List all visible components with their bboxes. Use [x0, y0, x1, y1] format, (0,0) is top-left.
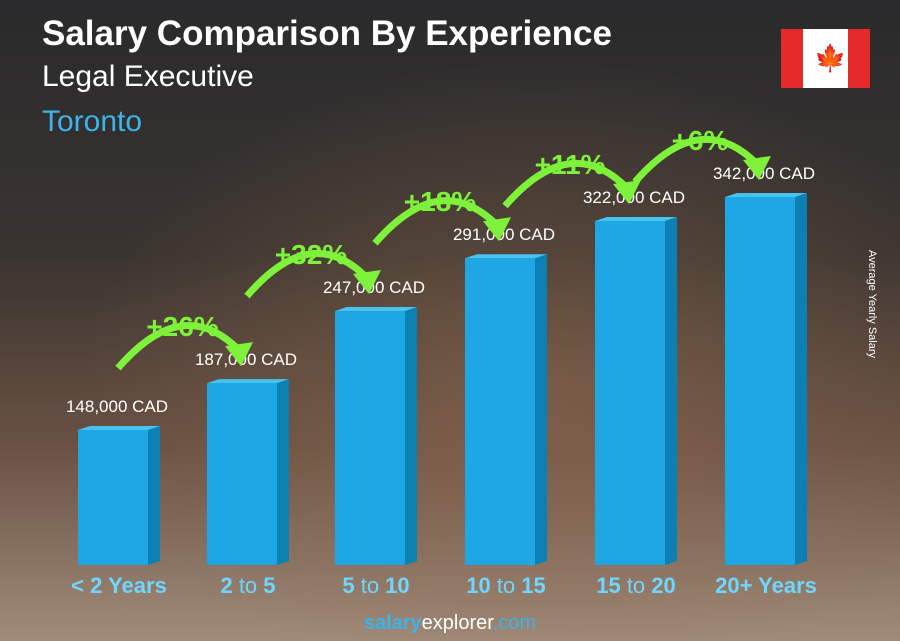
bar-side	[795, 192, 807, 565]
value-label: 322,000 CAD	[583, 188, 685, 207]
increase-arrow	[632, 135, 760, 185]
chart-title: Salary Comparison By Experience	[42, 14, 612, 53]
bar-top	[335, 307, 417, 312]
category-label-part: 2	[220, 573, 232, 598]
value-label: 291,000 CAD	[453, 225, 555, 244]
category-label-part: 10	[385, 573, 409, 598]
bar-side	[277, 379, 289, 565]
city: Toronto	[42, 105, 143, 138]
footer-brand[interactable]: salaryexplorer.com	[0, 612, 900, 635]
category-label: 20+ Years	[715, 573, 817, 598]
bar-side	[535, 254, 547, 566]
increase-label: +6%	[672, 125, 729, 156]
bar	[595, 220, 665, 565]
value-label: 247,000 CAD	[323, 278, 425, 297]
arrow-head-icon	[353, 270, 381, 295]
value-label: 187,000 CAD	[195, 350, 297, 369]
category-label-part: 15	[521, 573, 545, 598]
arrow-head-icon	[225, 342, 253, 367]
brand-salary: salary	[363, 612, 422, 634]
bar-top	[595, 216, 677, 221]
bar-side	[148, 425, 160, 565]
category-label-part: 5	[342, 573, 354, 598]
bar-top	[465, 254, 547, 259]
category-label: 5 to 10	[342, 573, 409, 598]
category-label-part: to	[355, 573, 386, 598]
category-label-part: 10	[466, 573, 490, 598]
increase-arrow	[372, 197, 500, 246]
category-label: 15 to 20	[596, 573, 676, 598]
value-label: 148,000 CAD	[66, 397, 168, 416]
arrow-head-icon	[743, 155, 771, 180]
brand-explorer: explorer	[421, 612, 493, 634]
arrow-head-icon	[613, 179, 641, 204]
category-label-part: to	[233, 573, 264, 598]
bar-side	[665, 216, 677, 565]
bar-top	[78, 425, 160, 430]
bar	[207, 383, 277, 565]
increase-label: +18%	[404, 186, 476, 217]
bar-top	[725, 192, 807, 197]
category-label-part: to	[621, 573, 652, 598]
category-label-part: 20+ Years	[715, 573, 817, 598]
job-title: Legal Executive	[42, 60, 254, 93]
bar	[465, 258, 535, 565]
canada-flag-icon: 🍁	[781, 29, 870, 88]
category-label-part: 5	[263, 573, 275, 598]
category-label: 2 to 5	[220, 573, 275, 598]
increase-arrow	[115, 322, 242, 371]
category-label-part: 20	[651, 573, 675, 598]
category-label: 10 to 15	[466, 573, 546, 598]
brand-com: .com	[492, 612, 537, 634]
bar	[335, 311, 405, 565]
increase-label: +11%	[535, 149, 606, 180]
bar-top	[207, 379, 289, 384]
category-label: < 2 Years	[71, 573, 167, 598]
category-label-part: 15	[596, 573, 620, 598]
bar	[78, 429, 148, 565]
category-label-part: to	[491, 573, 522, 598]
bar-side	[405, 307, 417, 565]
category-label-part: < 2 Years	[71, 573, 167, 598]
increase-label: +26%	[146, 311, 218, 342]
increase-arrow	[244, 250, 370, 299]
bar	[725, 196, 795, 565]
value-label: 342,000 CAD	[713, 164, 815, 183]
increase-arrow	[502, 159, 630, 209]
arrow-head-icon	[483, 217, 511, 242]
increase-label: +32%	[275, 239, 347, 270]
